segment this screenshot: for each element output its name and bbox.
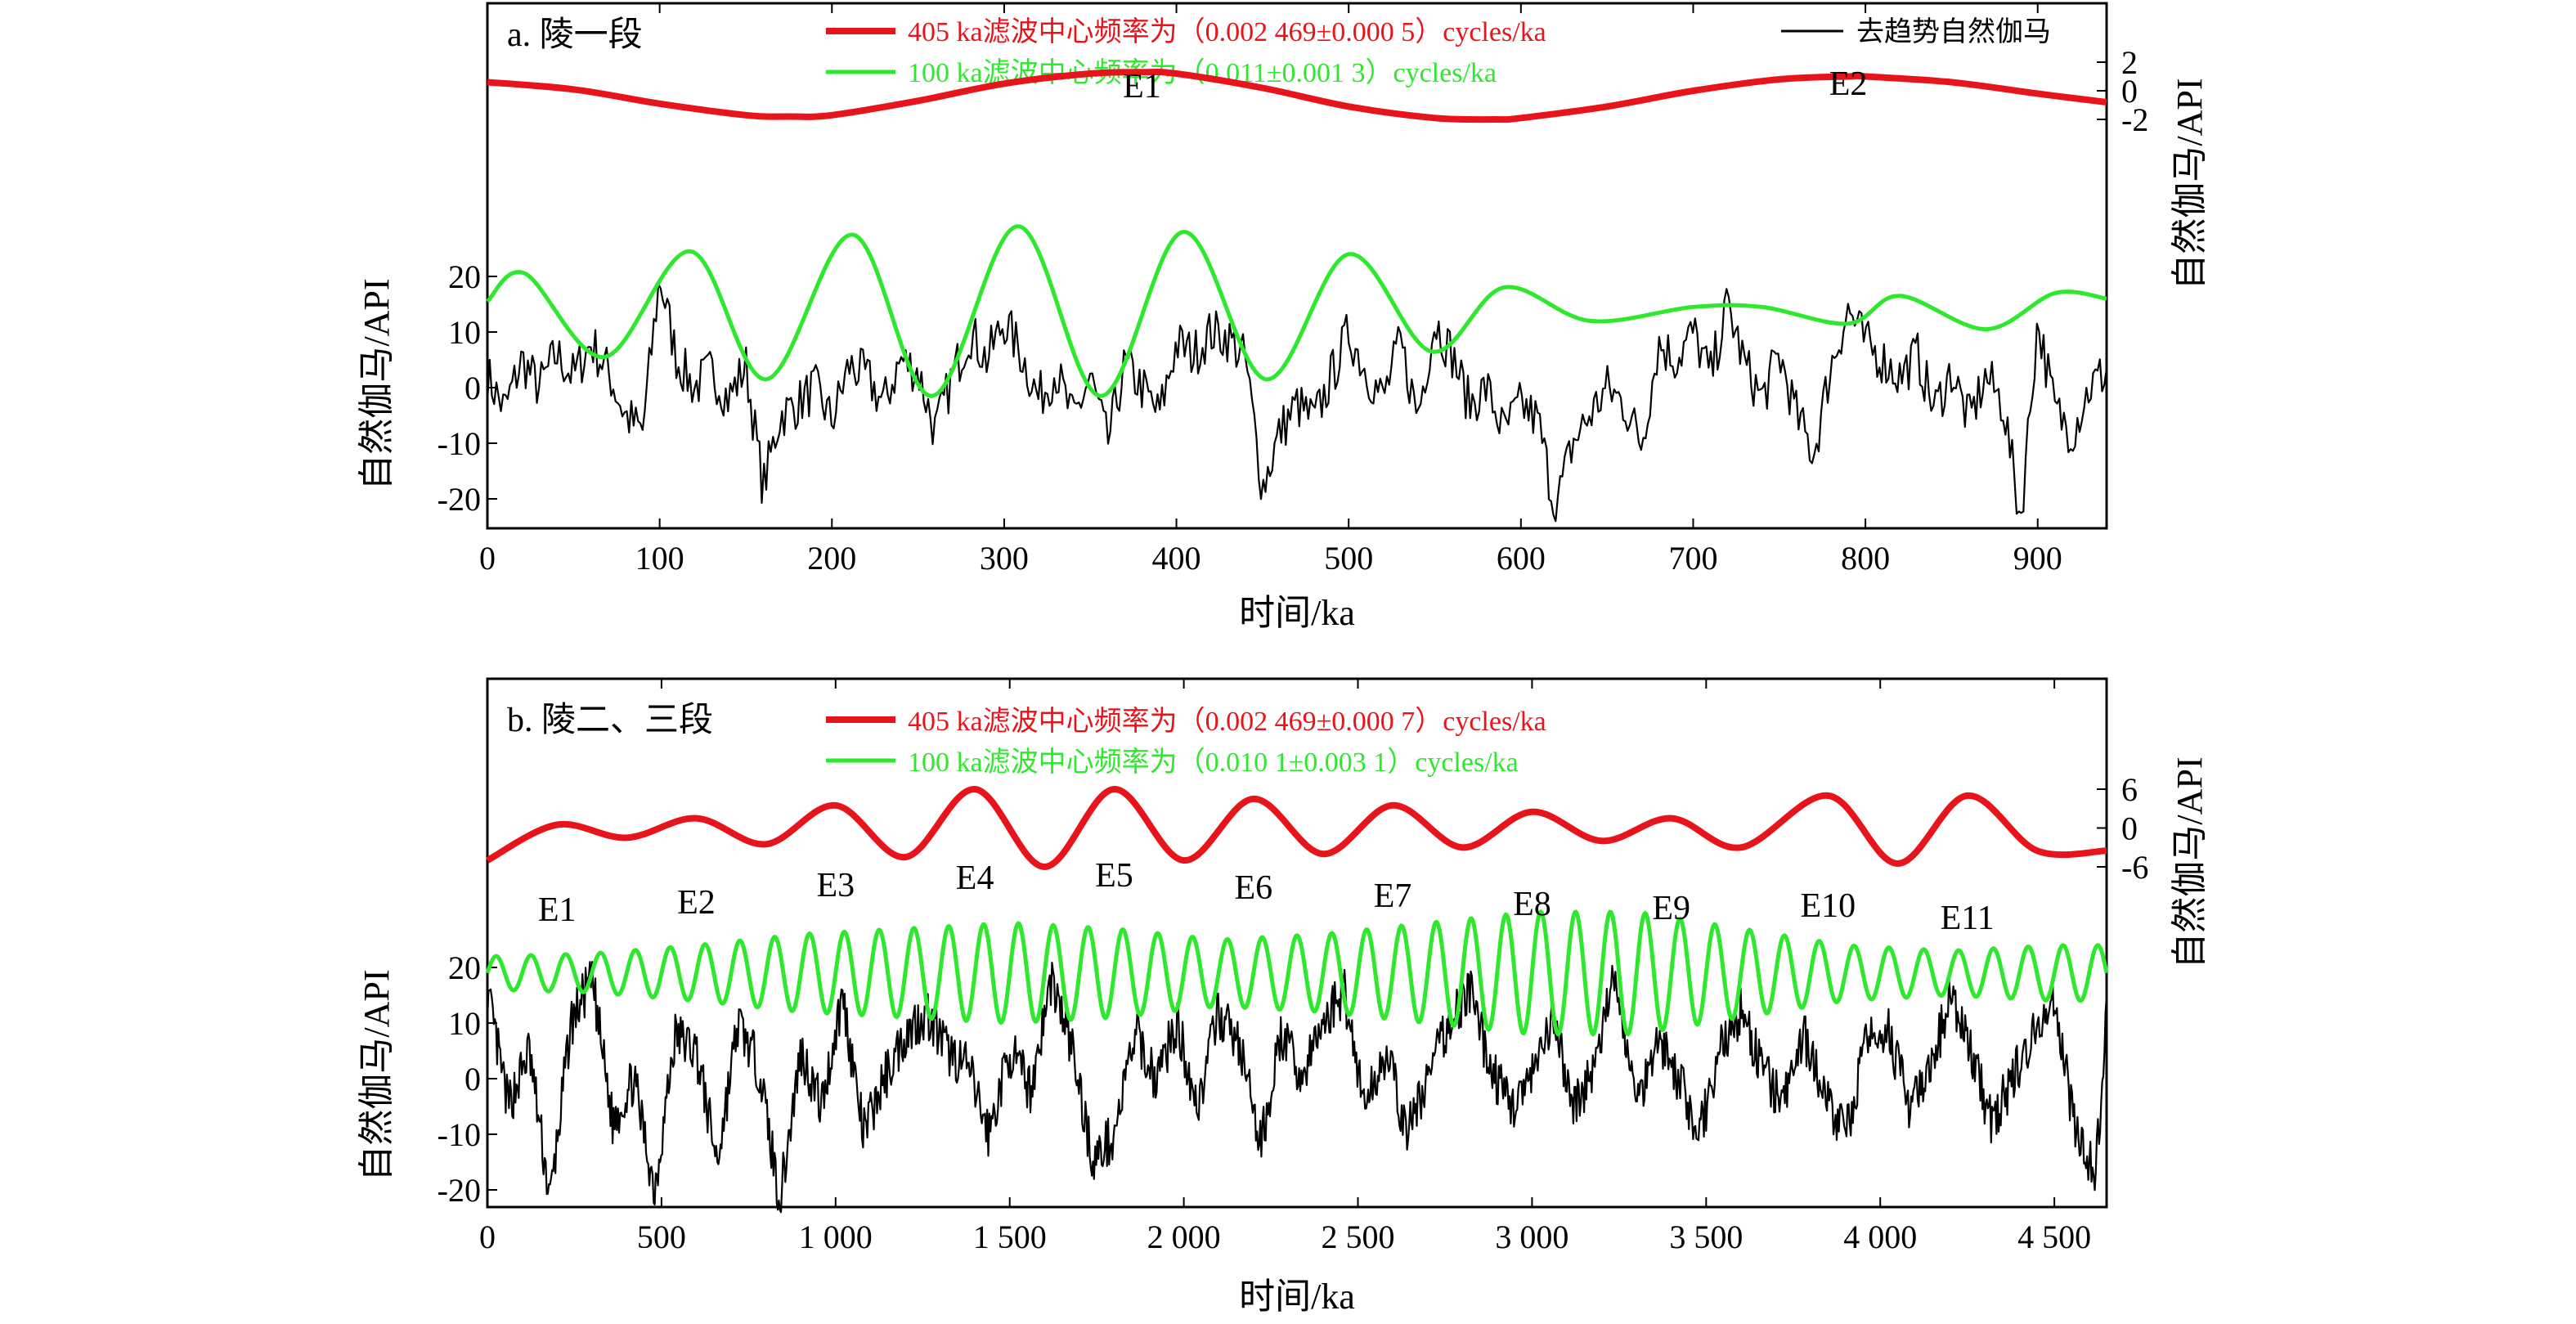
y-tick-label-left: -20	[438, 1172, 481, 1209]
x-tick-label: 300	[980, 540, 1029, 577]
y-tick-label-left: 0	[464, 370, 481, 406]
panel-b: b. 陵二、三段 405 ka滤波中心频率为（0.002 469±0.000 7…	[357, 677, 2210, 1317]
y-tick-label-left: -20	[438, 481, 481, 518]
x-tick-label: 4 000	[1843, 1219, 1917, 1255]
x-tick-label: 500	[1324, 540, 1373, 577]
x-tick-label: 700	[1668, 540, 1717, 577]
panel-a-label: a. 陵一段	[507, 16, 643, 54]
ticks-b: 0 500 1 000 1 500 2 000 2 500 3 000 3 500 4 000 4…	[438, 679, 2148, 1255]
x-tick-label: 900	[2013, 540, 2062, 577]
y-tick-label-right: -2	[2121, 101, 2148, 138]
annotations-b: E1 E2 E3 E4 E5 E6 E7 E8 E9 E10 E11	[538, 857, 1995, 937]
y-tick-label-left: 20	[448, 949, 481, 986]
annotations-a: E1 E2	[1123, 65, 1867, 105]
panel-b-label: b. 陵二、三段	[507, 702, 713, 739]
series-100ka-line	[486, 224, 2107, 398]
legend-a-red-label: 405 ka滤波中心频率为（0.002 469±0.000 5）cycles/k…	[908, 16, 1546, 47]
x-axis-title-b: 时间/ka	[1239, 1277, 1355, 1317]
y-tick-label-right: 0	[2121, 73, 2138, 110]
series-gamma-line	[486, 961, 2108, 1214]
y-tick-label-right: 6	[2121, 771, 2138, 808]
y-tick-label-left: 20	[448, 258, 481, 295]
y-axis-title-right-b: 自然伽马/API	[2170, 756, 2210, 968]
legend-a-black-label: 去趋势自然伽马	[1856, 16, 2051, 47]
cycle-label-e3: E3	[816, 867, 855, 904]
plot-frame-b	[486, 677, 2108, 1209]
y-axis-title-left-a: 自然伽马/API	[357, 278, 397, 490]
cycle-label-e5: E5	[1095, 857, 1133, 895]
y-tick-label-right: 0	[2121, 810, 2138, 847]
x-tick-label: 100	[635, 540, 684, 577]
cycle-label-e8: E8	[1513, 886, 1551, 923]
y-tick-label-left: -10	[438, 425, 481, 462]
cycle-label-e11: E11	[1941, 900, 1995, 937]
y-axis-title-left-b: 自然伽马/API	[357, 969, 397, 1181]
x-tick-label: 500	[637, 1219, 686, 1255]
cycle-label-e2: E2	[677, 884, 716, 922]
cycle-label-e6: E6	[1234, 869, 1272, 907]
x-tick-label: 600	[1497, 540, 1546, 577]
x-tick-label: 2 500	[1322, 1219, 1395, 1255]
x-tick-label: 4 500	[2017, 1219, 2091, 1255]
y-tick-label-right: -6	[2121, 849, 2148, 886]
x-tick-label: 800	[1841, 540, 1890, 577]
y-tick-label-left: 10	[448, 314, 481, 351]
cycle-label-e7: E7	[1374, 877, 1412, 915]
cycle-label-e10: E10	[1801, 887, 1856, 925]
x-tick-label: 1 000	[799, 1219, 873, 1255]
y-tick-label-left: 0	[464, 1061, 481, 1097]
series-405ka-line	[486, 786, 2107, 871]
plot-frame-a	[486, 2, 2108, 530]
y-axis-title-right-a: 自然伽马/API	[2170, 78, 2210, 289]
ticks-a: 0 100 200 300 400 500 600 700 800 90020100-10-202…	[438, 3, 2148, 577]
series-b	[485, 786, 2109, 1214]
x-tick-label: 1 500	[973, 1219, 1047, 1255]
legend-b-red-label: 405 ka滤波中心频率为（0.002 469±0.000 7）cycles/k…	[908, 706, 1546, 737]
cycle-label-e9: E9	[1652, 890, 1690, 927]
series-gamma-line	[486, 283, 2108, 523]
cycle-label-e4: E4	[956, 859, 994, 897]
y-tick-label-left: -10	[438, 1116, 481, 1153]
y-tick-label-right: 2	[2121, 44, 2138, 81]
x-tick-label: 3 000	[1495, 1219, 1568, 1255]
series-100ka-line	[485, 909, 2109, 1037]
panel-a: a. 陵一段 405 ka滤波中心频率为（0.002 469±0.000 5）c…	[357, 2, 2210, 633]
x-tick-label: 3 500	[1669, 1219, 1743, 1255]
series-405ka-line	[487, 68, 2107, 123]
x-tick-label: 200	[807, 540, 856, 577]
series-a	[486, 68, 2108, 523]
x-tick-label: 2 000	[1147, 1219, 1221, 1255]
x-tick-label: 0	[479, 1219, 496, 1255]
x-tick-label: 400	[1152, 540, 1201, 577]
y-tick-label-left: 10	[448, 1005, 481, 1042]
x-axis-title-a: 时间/ka	[1239, 593, 1355, 633]
legend-b-green-label: 100 ka滤波中心频率为（0.010 1±0.003 1）cycles/ka	[908, 747, 1519, 778]
cycle-label-e1: E1	[538, 891, 577, 929]
cycle-label-e1: E1	[1123, 68, 1161, 105]
x-tick-label: 0	[479, 540, 496, 577]
cycle-label-e2: E2	[1829, 65, 1868, 103]
